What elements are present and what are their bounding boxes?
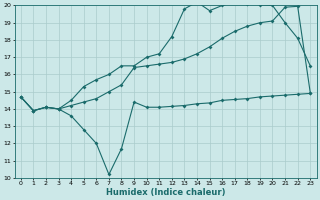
- X-axis label: Humidex (Indice chaleur): Humidex (Indice chaleur): [106, 188, 225, 197]
